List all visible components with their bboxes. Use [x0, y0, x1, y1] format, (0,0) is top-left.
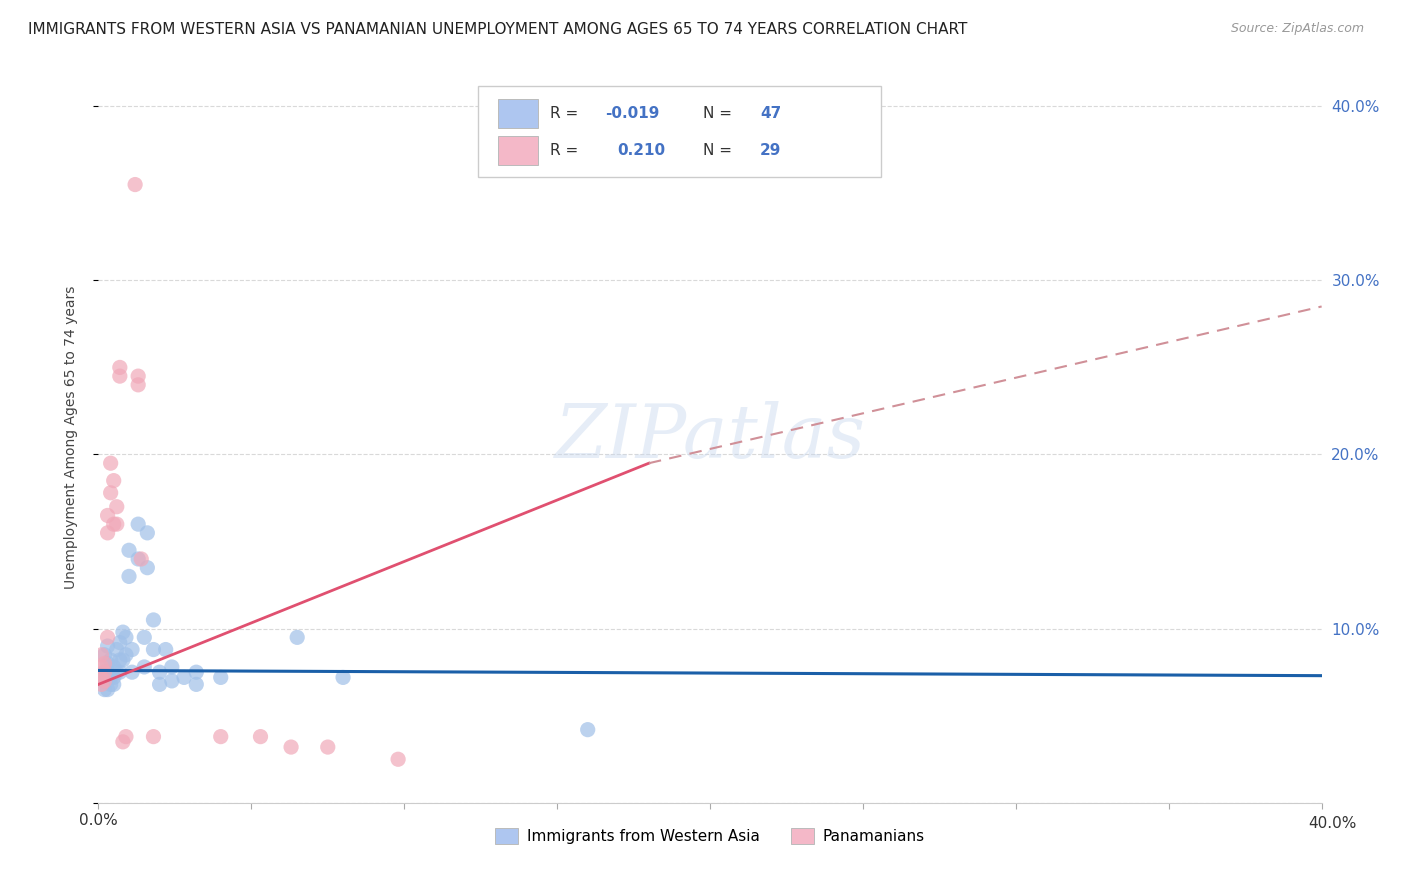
- Text: R =: R =: [550, 105, 583, 120]
- Text: N =: N =: [703, 105, 737, 120]
- Point: [108, 360, 131, 375]
- Legend: Immigrants from Western Asia, Panamanians: Immigrants from Western Asia, Panamanian…: [489, 822, 931, 850]
- Point: [100, 485, 122, 500]
- Point: [149, 677, 172, 691]
- Point: [186, 665, 208, 680]
- Point: [93, 648, 115, 662]
- Point: [134, 631, 156, 645]
- Text: 40.0%: 40.0%: [1309, 816, 1357, 831]
- Text: 29: 29: [761, 143, 782, 158]
- Text: -0.019: -0.019: [605, 105, 659, 120]
- Point: [136, 560, 159, 574]
- Point: [209, 730, 232, 744]
- Point: [115, 730, 138, 744]
- Point: [115, 631, 138, 645]
- Text: N =: N =: [703, 143, 737, 158]
- Point: [576, 723, 599, 737]
- Point: [111, 653, 134, 667]
- Point: [249, 730, 271, 744]
- Point: [105, 517, 128, 532]
- Point: [105, 642, 128, 657]
- Point: [127, 517, 149, 532]
- Point: [90, 677, 112, 691]
- Point: [111, 735, 134, 749]
- Point: [186, 677, 208, 691]
- Point: [103, 660, 125, 674]
- Point: [90, 648, 112, 662]
- Point: [103, 517, 125, 532]
- Text: Source: ZipAtlas.com: Source: ZipAtlas.com: [1230, 22, 1364, 36]
- Point: [142, 613, 165, 627]
- Text: ZIPatlas: ZIPatlas: [554, 401, 866, 474]
- Text: IMMIGRANTS FROM WESTERN ASIA VS PANAMANIAN UNEMPLOYMENT AMONG AGES 65 TO 74 YEAR: IMMIGRANTS FROM WESTERN ASIA VS PANAMANI…: [28, 22, 967, 37]
- Point: [93, 665, 115, 680]
- Point: [108, 635, 131, 649]
- Point: [136, 525, 159, 540]
- Point: [160, 660, 183, 674]
- Point: [111, 625, 134, 640]
- Point: [97, 682, 120, 697]
- Point: [90, 660, 112, 674]
- Y-axis label: Unemployment Among Ages 65 to 74 years: Unemployment Among Ages 65 to 74 years: [63, 285, 77, 589]
- Point: [90, 670, 112, 684]
- Point: [121, 665, 143, 680]
- Text: 0.210: 0.210: [617, 143, 665, 158]
- Point: [103, 677, 125, 691]
- FancyBboxPatch shape: [498, 99, 537, 128]
- FancyBboxPatch shape: [478, 86, 882, 178]
- Point: [103, 670, 125, 684]
- Point: [118, 543, 141, 558]
- Point: [108, 665, 131, 680]
- Point: [127, 369, 149, 384]
- Point: [115, 648, 138, 662]
- Point: [285, 631, 308, 645]
- Point: [97, 631, 120, 645]
- Point: [387, 752, 409, 766]
- Text: R =: R =: [550, 143, 583, 158]
- Point: [97, 657, 120, 671]
- Point: [118, 569, 141, 583]
- Point: [173, 670, 195, 684]
- Point: [155, 642, 177, 657]
- Point: [160, 673, 183, 688]
- Point: [121, 642, 143, 657]
- Point: [108, 369, 131, 384]
- Point: [100, 677, 122, 691]
- Point: [93, 673, 115, 688]
- Point: [93, 673, 115, 688]
- Point: [93, 665, 115, 680]
- Point: [97, 525, 120, 540]
- Point: [105, 500, 128, 514]
- Point: [97, 508, 120, 523]
- Point: [124, 178, 146, 192]
- Point: [100, 653, 122, 667]
- Point: [100, 456, 122, 470]
- Point: [127, 377, 149, 392]
- Point: [316, 740, 339, 755]
- Point: [209, 670, 232, 684]
- Point: [332, 670, 354, 684]
- Point: [105, 665, 128, 680]
- Point: [280, 740, 302, 755]
- Point: [149, 665, 172, 680]
- Point: [108, 653, 131, 667]
- Point: [93, 657, 115, 671]
- Point: [134, 660, 156, 674]
- Point: [97, 639, 120, 653]
- Text: 47: 47: [761, 105, 782, 120]
- Point: [127, 552, 149, 566]
- Point: [97, 665, 120, 680]
- FancyBboxPatch shape: [498, 136, 537, 165]
- Point: [93, 682, 115, 697]
- Point: [142, 730, 165, 744]
- Point: [142, 642, 165, 657]
- Point: [100, 670, 122, 684]
- Point: [129, 552, 152, 566]
- Point: [103, 474, 125, 488]
